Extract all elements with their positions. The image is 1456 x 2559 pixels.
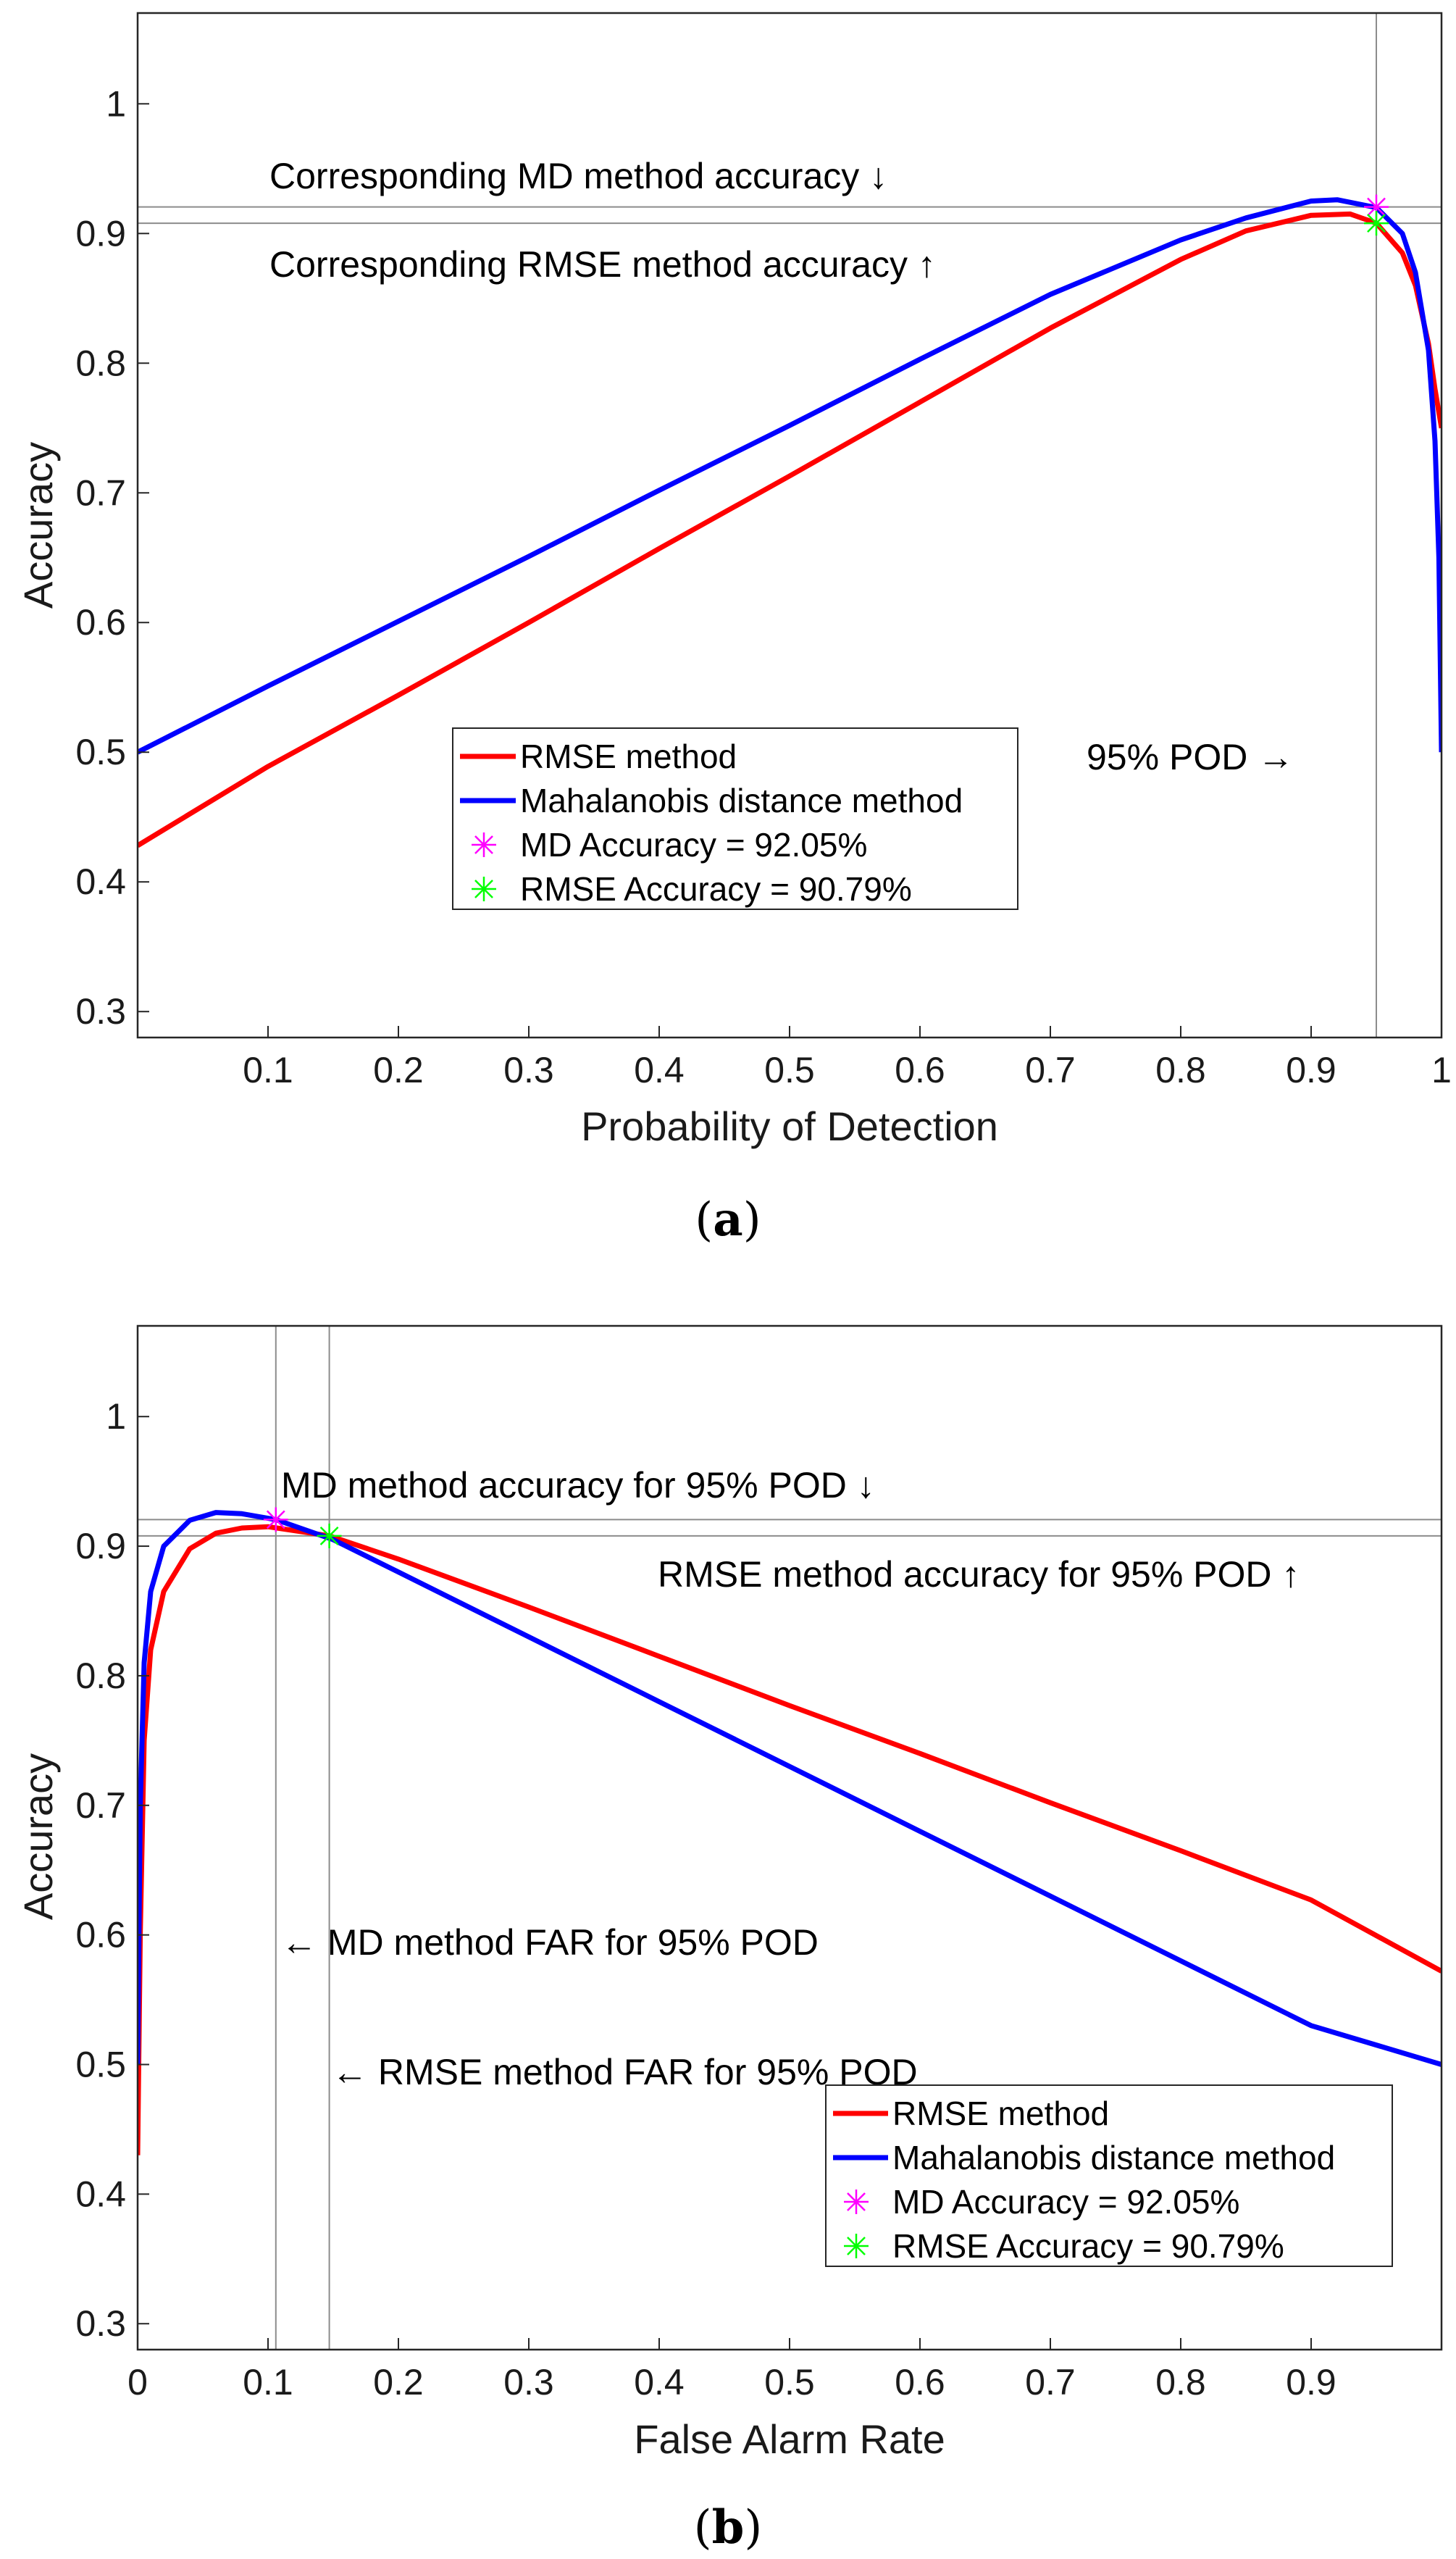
x-tick-label: 0.4: [634, 2362, 685, 2403]
marker-md-accuracy: [263, 1507, 288, 1532]
x-tick-label: 0.2: [373, 2362, 424, 2403]
x-axis-label-b: False Alarm Rate: [634, 2416, 945, 2462]
x-tick-label: 0.7: [1025, 2362, 1076, 2403]
x-tick-label: 0.9: [1286, 2362, 1336, 2403]
y-tick-label: 0.9: [75, 1526, 126, 1566]
legend-md-marker: [472, 832, 496, 857]
legend-rmse-label: RMSE method: [520, 738, 737, 775]
y-tick-label: 0.3: [75, 991, 126, 1032]
x-tick-label: 0.2: [373, 1050, 424, 1090]
y-tick-label: 0.7: [75, 1785, 126, 1826]
y-tick-label: 0.4: [75, 2174, 126, 2214]
legend-rmse-marker: [844, 2234, 869, 2258]
y-tick-label: 1: [106, 83, 126, 124]
legend-rmse-accuracy-label: RMSE Accuracy = 90.79%: [520, 870, 912, 908]
y-tick-label: 0.5: [75, 2045, 126, 2085]
x-tick-label: 0.8: [1155, 1050, 1206, 1090]
chart-panel-a: 0.1 0.2 0.3 0.4 0.5 0.6 0.7 0.8 0.9 1 0.3 0.4 0.5 0.6…: [15, 12, 1452, 1247]
x-tick-label: 0.5: [764, 1050, 815, 1090]
caption-a: (a): [695, 1193, 761, 1247]
legend-md-accuracy-label: MD Accuracy = 92.05%: [892, 2183, 1239, 2221]
annotation-md-accuracy: Corresponding MD method accuracy ↓: [269, 156, 887, 196]
caption-b: (b): [694, 2500, 763, 2555]
chart-panel-b: 0 0.1 0.2 0.3 0.4 0.5 0.6 0.7 0.8 0.9 0.3 0.4 0.5 0.6…: [15, 1324, 1443, 2555]
legend-rmse-marker: [472, 877, 496, 901]
y-tick-label: 0.8: [75, 1656, 126, 1696]
x-tick-label: 0.7: [1025, 1050, 1076, 1090]
legend-md-label: Mahalanobis distance method: [892, 2139, 1335, 2176]
annotation-md-far: ← MD method FAR for 95% POD: [281, 1922, 819, 1963]
y-tick-label: 0.9: [75, 213, 126, 254]
y-axis-label-b: Accuracy: [15, 1753, 61, 1920]
legend-md-label: Mahalanobis distance method: [520, 782, 963, 819]
x-tick-label: 0.4: [634, 1050, 685, 1090]
y-tick-label: 0.4: [75, 861, 126, 902]
x-tick-label: 0.3: [503, 1050, 554, 1090]
x-tick-label: 0.8: [1155, 2362, 1206, 2403]
y-tick-label: 1: [106, 1396, 126, 1437]
legend-md-marker: [844, 2189, 869, 2214]
y-tick-label: 0.6: [75, 1915, 126, 1955]
y-tick-label: 0.6: [75, 602, 126, 643]
x-tick-label: 0.9: [1286, 1050, 1336, 1090]
marker-rmse-accuracy: [317, 1523, 342, 1548]
annotation-rmse-accuracy: Corresponding RMSE method accuracy ↑: [269, 244, 936, 285]
x-tick-label: 0.5: [764, 2362, 815, 2403]
x-tick-label: 1: [1431, 1050, 1452, 1090]
legend-md-accuracy-label: MD Accuracy = 92.05%: [520, 826, 867, 864]
x-tick-label: 0.3: [503, 2362, 554, 2403]
y-tick-label: 0.3: [75, 2303, 126, 2344]
marker-md-accuracy: [1364, 194, 1389, 220]
legend-rmse-label: RMSE method: [892, 2095, 1109, 2132]
annotation-rmse-accuracy-95pod: RMSE method accuracy for 95% POD ↑: [658, 1554, 1300, 1595]
y-tick-label: 0.5: [75, 732, 126, 772]
y-tick-label: 0.7: [75, 472, 126, 513]
annotation-rmse-far: ← RMSE method FAR for 95% POD: [332, 2052, 918, 2092]
x-tick-label: 0.1: [243, 1050, 293, 1090]
y-tick-label: 0.8: [75, 343, 126, 383]
legend-b: RMSE method Mahalanobis distance method …: [825, 2084, 1393, 2267]
x-tick-label: 0.6: [895, 2362, 945, 2403]
annotation-md-accuracy-95pod: MD method accuracy for 95% POD ↓: [281, 1465, 875, 1506]
marker-rmse-accuracy: [1364, 211, 1389, 236]
legend-rmse-accuracy-label: RMSE Accuracy = 90.79%: [892, 2227, 1284, 2265]
annotation-95-pod: 95% POD →: [1087, 737, 1294, 777]
x-tick-label: 0.6: [895, 1050, 945, 1090]
series-line-mahalanobis: [138, 197, 1442, 755]
x-axis-label-a: Probability of Detection: [581, 1103, 998, 1149]
x-tick-label: 0: [127, 2362, 148, 2403]
x-tick-label: 0.1: [243, 2362, 293, 2403]
y-axis-label-a: Accuracy: [15, 442, 61, 609]
legend-a: RMSE method Mahalanobis distance method …: [452, 727, 1018, 910]
